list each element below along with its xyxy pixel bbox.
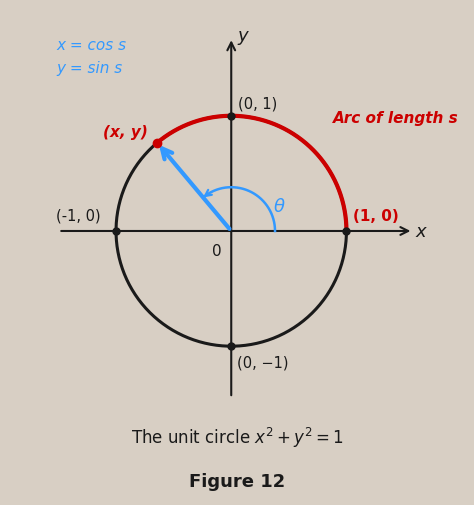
Text: (x, y): (x, y) [103,125,148,140]
Text: Arc of length s: Arc of length s [333,111,458,126]
Text: θ: θ [274,197,285,215]
Text: y: y [237,27,247,45]
Text: Figure 12: Figure 12 [189,472,285,490]
Text: (1, 0): (1, 0) [353,209,399,224]
Text: (0, −1): (0, −1) [237,355,289,370]
Text: (0, 1): (0, 1) [238,96,277,111]
Text: x: x [416,223,426,240]
Text: (-1, 0): (-1, 0) [56,209,101,224]
Text: 0: 0 [212,243,222,258]
Text: x = cos s: x = cos s [56,38,126,54]
Text: The unit circle $x^2 + y^2 = 1$: The unit circle $x^2 + y^2 = 1$ [131,425,343,449]
Text: y = sin s: y = sin s [56,61,122,76]
